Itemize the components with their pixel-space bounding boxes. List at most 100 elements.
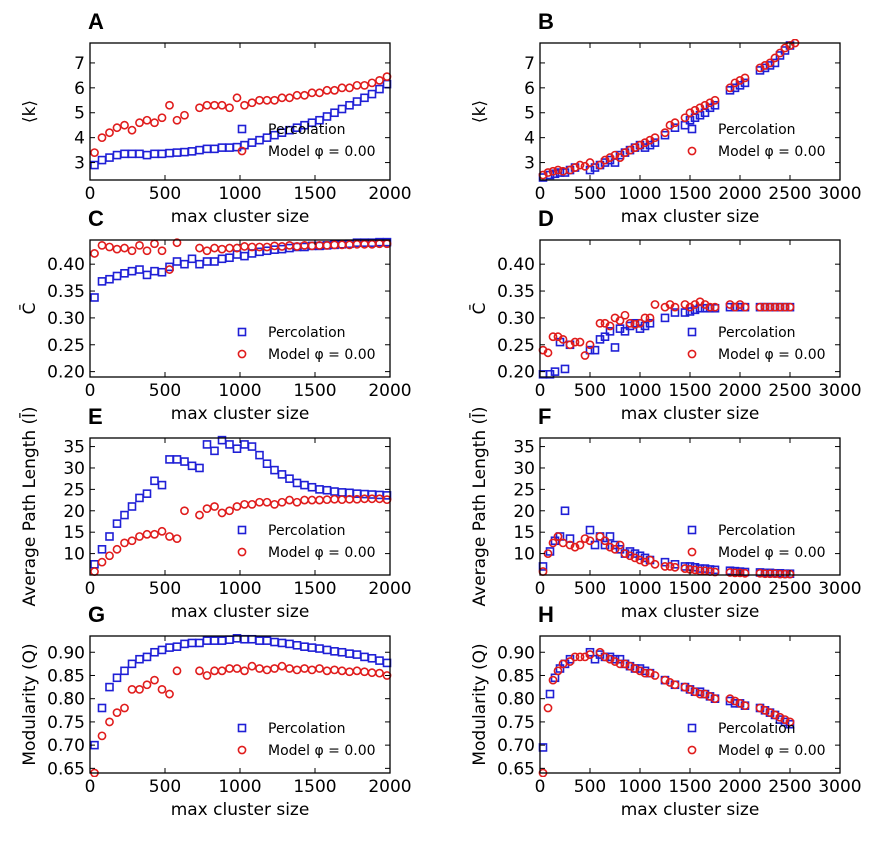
data-point — [202, 636, 212, 645]
data-point — [127, 659, 137, 669]
legend: Percolation Model φ = 0.00 — [687, 721, 826, 759]
x-tick-label: 2000 — [718, 381, 761, 401]
data-point — [105, 153, 114, 162]
y-axis-label: Modularity (Q) — [20, 643, 40, 765]
data-point — [650, 133, 660, 143]
data-point — [97, 545, 107, 554]
x-tick-label: 2000 — [718, 777, 761, 797]
data-point — [730, 78, 740, 88]
data-point — [150, 239, 159, 249]
data-point — [630, 319, 640, 329]
data-point — [202, 100, 212, 110]
data-point — [255, 95, 264, 105]
legend-label-percolation: Percolation — [268, 122, 346, 138]
data-point — [735, 75, 745, 85]
data-point — [292, 478, 302, 488]
series-model — [90, 238, 392, 274]
data-point — [112, 673, 122, 683]
x-tick-label: 2500 — [768, 777, 811, 797]
data-point — [615, 153, 625, 162]
series-model — [90, 494, 392, 576]
data-point — [112, 544, 122, 554]
legend-label-model: Model φ = 0.00 — [268, 347, 376, 363]
y-tick-label: 0.25 — [47, 336, 85, 356]
data-point — [605, 542, 615, 552]
panel-letter: D — [538, 206, 554, 231]
series-percolation — [538, 41, 795, 182]
x-tick-label: 1000 — [618, 381, 661, 401]
x-axis-label: max cluster size — [171, 800, 310, 820]
data-point — [112, 150, 122, 160]
data-point — [157, 526, 167, 536]
data-point — [660, 557, 670, 567]
data-point — [225, 506, 234, 516]
x-tick-label: 1000 — [618, 777, 661, 797]
data-point — [330, 85, 339, 95]
legend-marker-model — [687, 146, 697, 156]
data-point — [90, 249, 99, 258]
y-tick-label: 15 — [513, 523, 535, 543]
data-point — [620, 310, 630, 320]
data-point — [172, 238, 182, 248]
data-point — [97, 277, 107, 286]
y-tick-label: 10 — [63, 545, 85, 565]
x-tick-label: 1000 — [218, 777, 261, 797]
data-point — [217, 636, 227, 645]
y-tick-label: 0.80 — [47, 690, 85, 710]
data-point — [565, 657, 575, 666]
data-point — [740, 701, 750, 711]
y-tick-label: 0.20 — [497, 363, 535, 383]
data-point — [135, 240, 144, 250]
data-point — [560, 506, 570, 516]
data-point — [635, 666, 645, 676]
data-point — [157, 480, 167, 490]
data-point — [172, 666, 182, 676]
data-point — [740, 78, 750, 88]
data-point — [135, 685, 144, 694]
y-tick-label: 4 — [74, 129, 85, 149]
data-point — [605, 532, 615, 541]
data-point — [585, 525, 595, 535]
data-point — [740, 302, 750, 312]
data-point — [345, 649, 354, 658]
data-point — [545, 689, 555, 699]
x-tick-label: 2000 — [368, 184, 411, 204]
data-point — [685, 685, 695, 694]
x-axis-label: max cluster size — [621, 404, 760, 424]
data-point — [142, 489, 152, 498]
data-point — [367, 668, 377, 678]
data-point — [247, 442, 257, 451]
data-point — [127, 502, 137, 511]
y-tick-label: 7 — [74, 54, 85, 74]
data-point — [785, 717, 795, 727]
data-point — [150, 647, 159, 657]
data-point — [195, 666, 204, 676]
data-point — [210, 666, 219, 676]
data-point — [600, 652, 610, 662]
data-point — [225, 253, 234, 263]
x-axis-label: max cluster size — [621, 800, 760, 820]
legend-label-percolation: Percolation — [718, 523, 796, 539]
data-point — [330, 240, 339, 250]
legend-label-model: Model φ = 0.00 — [718, 743, 826, 759]
y-axis-label: Average Path Length (l̄) — [18, 407, 40, 607]
data-point — [210, 100, 219, 110]
x-tick-label: 2000 — [368, 579, 411, 599]
data-point — [558, 334, 568, 344]
data-point — [740, 568, 750, 578]
legend: Percolation Model φ = 0.00 — [237, 325, 376, 363]
data-point — [150, 149, 159, 159]
data-point — [640, 138, 650, 148]
data-point — [605, 654, 615, 664]
data-point — [285, 495, 294, 505]
data-point — [650, 138, 660, 147]
y-tick-label: 0.20 — [47, 363, 85, 383]
data-point — [300, 495, 309, 505]
data-point — [180, 110, 189, 120]
data-point — [240, 100, 249, 110]
data-point — [315, 664, 324, 673]
data-point — [680, 113, 690, 123]
x-tick-label: 500 — [574, 579, 606, 599]
y-tick-label: 5 — [74, 104, 85, 124]
data-point — [142, 680, 152, 690]
